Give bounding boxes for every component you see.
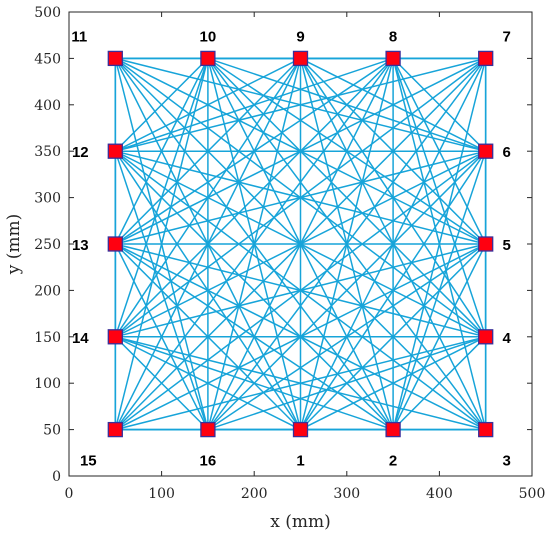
node-label-4: 4 <box>503 330 512 347</box>
y-tick-label-350: 350 <box>34 144 61 160</box>
node-label-7: 7 <box>503 28 511 45</box>
connection-line-6-15 <box>114 150 487 431</box>
node-label-10: 10 <box>200 28 217 45</box>
node-marker-4 <box>478 329 494 345</box>
y-tick-label-500: 500 <box>34 5 61 21</box>
node-marker-13 <box>107 236 123 252</box>
y-tick-label-50: 50 <box>43 423 61 439</box>
node-label-2: 2 <box>389 453 397 470</box>
axis-ticks: 0 100 200 300 400 500 0 50 100 150 200 250 300 350 400… <box>34 5 545 502</box>
connection-line-4-15 <box>115 336 486 431</box>
node-label-3: 3 <box>503 453 511 470</box>
node-marker-8 <box>385 50 401 67</box>
node-label-13: 13 <box>72 237 89 254</box>
node-label-8: 8 <box>389 28 397 45</box>
node-marker-5 <box>478 236 494 252</box>
x-tick-label-300: 300 <box>333 486 360 502</box>
connection-line-9-16 <box>207 58 302 430</box>
connection-line-7-12 <box>115 57 486 152</box>
y-tick-label-0: 0 <box>52 469 61 485</box>
x-tick-label-200: 200 <box>241 486 268 502</box>
node-marker-7 <box>478 50 494 67</box>
node-label-1: 1 <box>296 453 304 470</box>
connection-line-10-14 <box>114 58 209 338</box>
connection-line-7-14 <box>114 57 487 338</box>
y-tick-label-200: 200 <box>34 283 61 299</box>
y-tick-label-450: 450 <box>34 51 61 67</box>
connection-line-10-13 <box>114 58 209 245</box>
connection-line-11-16 <box>114 58 209 430</box>
connection-line-12-16 <box>114 150 209 430</box>
x-tick-label-100: 100 <box>148 486 175 502</box>
node-marker-9 <box>292 50 309 67</box>
node-label-16: 16 <box>200 453 217 470</box>
node-label-11: 11 <box>71 28 87 45</box>
connection-line-13-16 <box>114 243 209 430</box>
node-marker-12 <box>107 143 123 159</box>
x-tick-label-500: 500 <box>519 486 546 502</box>
y-tick-label-150: 150 <box>34 330 61 346</box>
connection-line-14-16 <box>114 336 209 431</box>
y-axis-title: y (mm) <box>4 214 24 276</box>
node-label-9: 9 <box>296 28 304 45</box>
node-label-14: 14 <box>72 330 89 347</box>
connection-line-4-16 <box>207 336 486 431</box>
node-marker-3 <box>478 421 494 438</box>
node-label-5: 5 <box>503 237 511 254</box>
y-tick-label-300: 300 <box>34 191 61 207</box>
node-marker-1 <box>292 421 309 438</box>
connection-line-5-16 <box>207 243 487 431</box>
node-marker-15 <box>107 421 123 438</box>
y-tick-label-100: 100 <box>34 376 61 392</box>
node-label-12: 12 <box>72 144 89 161</box>
y-tick-label-400: 400 <box>34 98 61 114</box>
connection-line-8-16 <box>207 58 394 430</box>
node-marker-14 <box>107 329 123 345</box>
connection-lines <box>114 57 487 431</box>
x-tick-label-0: 0 <box>65 486 74 502</box>
node-marker-2 <box>385 421 401 438</box>
connection-line-10-12 <box>114 57 209 152</box>
node-label-6: 6 <box>503 144 511 161</box>
node-marker-11 <box>107 50 123 67</box>
node-markers <box>107 50 494 438</box>
node-marker-10 <box>200 50 216 67</box>
x-tick-label-400: 400 <box>426 486 453 502</box>
node-label-15: 15 <box>80 453 97 470</box>
y-tick-label-250: 250 <box>34 237 61 253</box>
node-marker-6 <box>478 143 494 159</box>
connection-line-6-16 <box>207 150 487 431</box>
connection-line-7-16 <box>207 57 487 431</box>
x-axis-title: x (mm) <box>270 512 331 532</box>
node-marker-16 <box>200 421 216 438</box>
